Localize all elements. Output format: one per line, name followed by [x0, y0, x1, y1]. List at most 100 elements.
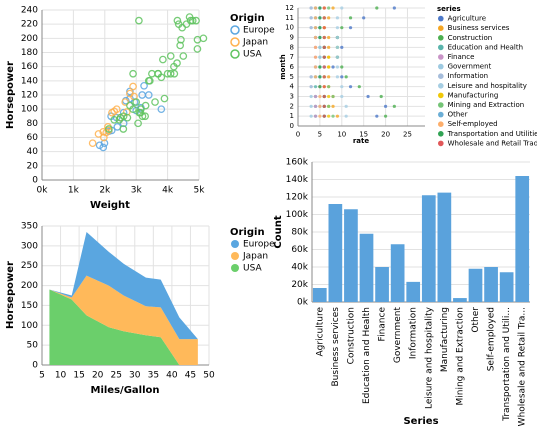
bar — [499, 272, 514, 302]
legend-label: Business services — [448, 24, 510, 32]
x-axis-title: Series — [403, 416, 438, 427]
legend-label: Agriculture — [448, 15, 487, 23]
x-tick-label: Finance — [378, 307, 388, 342]
point — [335, 16, 340, 20]
legend-swatch — [438, 111, 444, 118]
point — [375, 6, 379, 10]
legend-swatch — [438, 140, 444, 147]
point — [379, 94, 383, 99]
point — [115, 115, 124, 124]
point — [318, 75, 322, 79]
point — [309, 114, 313, 118]
x-tick-label: 5 — [318, 130, 322, 138]
point — [322, 55, 326, 59]
point — [327, 16, 331, 20]
point — [331, 104, 335, 108]
point — [132, 98, 141, 106]
point — [335, 26, 340, 30]
legend-label: USA — [243, 50, 262, 60]
point — [327, 104, 331, 108]
bar — [312, 288, 327, 302]
point — [313, 6, 318, 10]
y-tick-label: 20k — [291, 280, 308, 290]
point — [186, 16, 195, 25]
point — [313, 114, 318, 118]
x-tick-label: 0k — [37, 186, 49, 196]
legend-swatch — [230, 49, 240, 59]
point — [327, 35, 331, 40]
point — [322, 94, 326, 99]
y-tick-label: 0 — [290, 122, 294, 130]
y-axis-title: month — [279, 54, 287, 79]
point — [348, 85, 353, 89]
x-axis-title: Miles/Gallon — [91, 385, 160, 396]
x-tick-label: Other — [471, 307, 481, 333]
point — [327, 45, 331, 49]
y-tick-label: 1 — [290, 112, 294, 120]
y-tick-label: 180 — [21, 48, 38, 58]
point — [335, 45, 340, 49]
y-tick-label: 0 — [32, 176, 38, 186]
y-tick-label: 8 — [290, 43, 294, 51]
point — [392, 6, 396, 10]
y-tick-label: 140k — [286, 175, 309, 185]
y-tick-label: 40k — [291, 263, 308, 273]
point — [331, 114, 335, 118]
legend-label: Government — [448, 63, 492, 71]
chart: 0 20 40 60 80 100 120 140 160 180 200 220 240 0k 1k 2k 3… — [5, 6, 275, 212]
point — [318, 114, 322, 118]
y-axis-title: Horsepower — [5, 61, 16, 129]
y-tick-label: 5 — [290, 73, 294, 81]
bar — [421, 195, 436, 302]
point — [157, 105, 166, 114]
point — [140, 81, 148, 90]
legend-swatch — [438, 121, 444, 127]
point — [105, 125, 113, 133]
x-tick-label: Leisure and hospitality — [424, 306, 434, 409]
bar — [453, 298, 467, 302]
x-tick-label: 35 — [148, 371, 159, 381]
point — [322, 114, 326, 118]
legend-label: USA — [243, 264, 262, 274]
legend-label: Finance — [448, 53, 475, 61]
legend-swatch — [231, 252, 239, 260]
point — [119, 125, 128, 133]
point — [335, 35, 340, 40]
point — [193, 45, 202, 53]
x-tick-label: Government — [393, 307, 403, 364]
legend-label: Construction — [448, 34, 493, 42]
legend-swatch — [438, 25, 444, 32]
point — [173, 59, 181, 67]
x-tick-label: 30 — [129, 371, 141, 381]
x-tick-label: Construction — [346, 307, 356, 364]
bar — [515, 176, 530, 302]
point — [136, 108, 145, 117]
point — [145, 76, 154, 85]
point — [160, 94, 169, 103]
legend-label: Wholesale and Retail Trade — [448, 139, 537, 147]
point — [318, 16, 322, 20]
point — [313, 45, 318, 49]
point — [327, 85, 331, 89]
point — [340, 94, 344, 99]
y-axis-title: Count — [273, 215, 284, 248]
point — [322, 16, 326, 20]
y-tick-label: 350 — [21, 222, 38, 232]
y-tick-label: 200 — [21, 281, 38, 291]
y-tick-label: 4 — [290, 83, 295, 91]
legend-label: Transportation and Utilities — [447, 130, 537, 138]
point — [357, 85, 361, 89]
point — [327, 94, 331, 99]
y-tick-label: 12 — [285, 4, 294, 12]
point — [318, 45, 322, 49]
point — [135, 16, 143, 25]
legend-swatch — [438, 44, 444, 51]
legend-swatch — [438, 54, 444, 60]
point — [123, 113, 132, 122]
point — [313, 26, 318, 30]
point — [174, 20, 183, 29]
point — [340, 45, 344, 49]
point — [383, 104, 388, 108]
y-tick-label: 120 — [21, 91, 38, 101]
point — [340, 26, 344, 30]
